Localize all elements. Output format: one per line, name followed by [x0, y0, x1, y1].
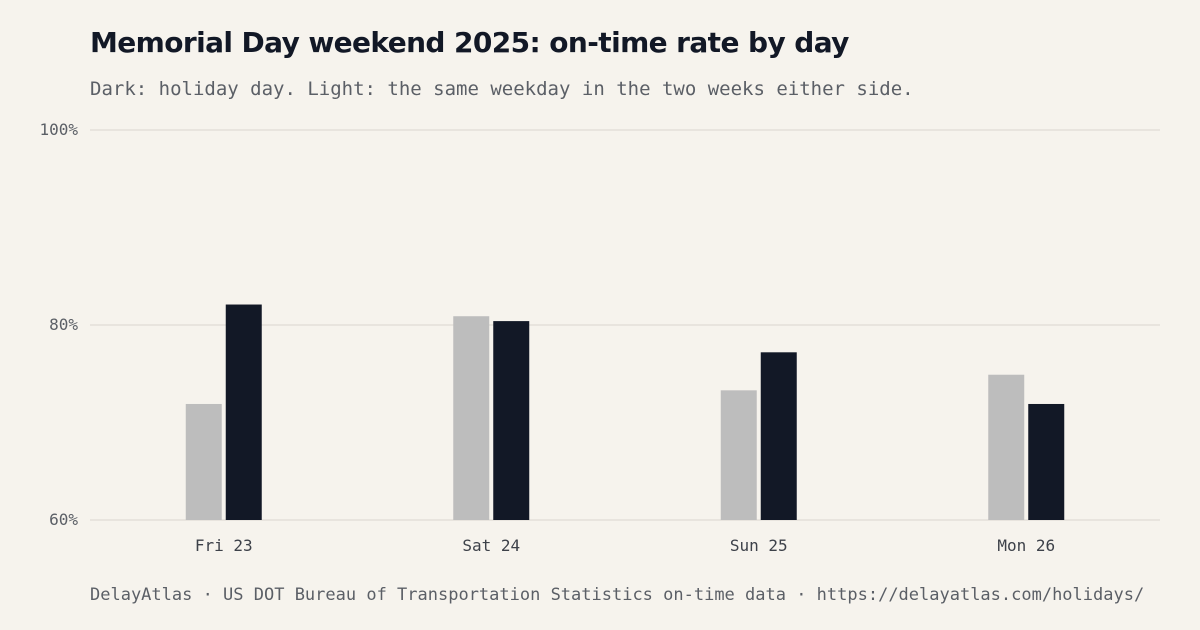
baseline-bar [720, 390, 757, 520]
y-tick-label: 80% [49, 315, 78, 334]
holiday-bar [225, 304, 262, 520]
bars [185, 304, 1065, 520]
baseline-bar [988, 374, 1025, 520]
baseline-bar [453, 316, 490, 520]
baseline-bar [185, 403, 222, 520]
holiday-bar [493, 321, 530, 520]
axis-labels: 60% 80% 100% Fri 23 Sat 24 Sun 25 Mon 26 [39, 120, 1055, 555]
x-tick-label: Sun 25 [730, 536, 788, 555]
y-tick-label: 100% [39, 120, 78, 139]
chart-title: Memorial Day weekend 2025: on-time rate … [90, 26, 849, 59]
x-tick-label: Sat 24 [462, 536, 520, 555]
chart-subtitle: Dark: holiday day. Light: the same weekd… [90, 78, 914, 100]
x-tick-label: Fri 23 [195, 536, 253, 555]
y-tick-label: 60% [49, 510, 78, 529]
holiday-bar [1028, 403, 1065, 520]
gridlines [90, 129, 1160, 521]
x-tick-label: Mon 26 [997, 536, 1055, 555]
source-footer: DelayAtlas · US DOT Bureau of Transporta… [90, 585, 1145, 605]
holiday-bar [760, 352, 797, 520]
